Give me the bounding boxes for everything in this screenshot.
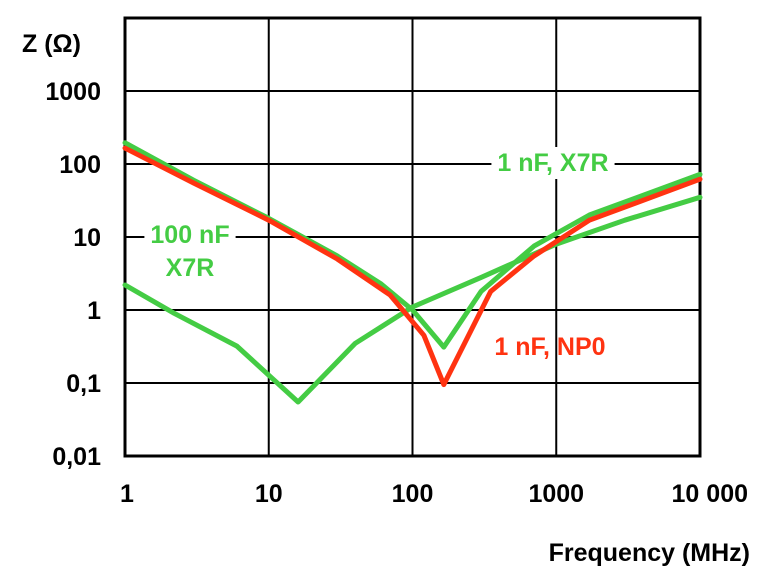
series-line-2 [122,145,703,388]
series-label-background [491,147,615,179]
y-tick-label: 0,01 [52,443,101,471]
y-tick-label: 0,1 [66,370,101,398]
series-label-text: 1 nF, NP0 [494,333,605,361]
series-label-text: X7R [166,254,215,282]
y-tick-label: 1000 [45,78,101,106]
y-tick-label: 1 [87,297,101,325]
series-label-text: 1 nF, X7R [497,149,608,177]
series-label-background [159,252,221,284]
y-tick-label: 10 [73,224,101,252]
x-tick-label: 1 [120,480,134,508]
plot-frame [123,16,702,458]
y-tick-label: 100 [59,151,101,179]
series-labels: 100 nF X7R 1 nF, X7R 1 nF, NP0 [144,147,615,361]
y-axis-label: Z (Ω) [22,30,81,58]
x-tick-label: 100 [392,480,434,508]
x-tick-label: 1000 [528,480,584,508]
x-tick-label: 10 000 [672,480,748,508]
series-label-0: 100 nF X7R [144,219,236,284]
series-label-2: 1 nF, NP0 [494,333,605,361]
x-tick-label: 10 [255,480,283,508]
series-layer [122,140,703,405]
x-tick-labels: 1 10 100 1000 10 000 [120,480,748,508]
x-axis-label: Frequency (MHz) [549,539,750,567]
series-label-text: 100 nF [150,221,229,249]
y-tick-labels: 0,01 0,1 1 10 100 1000 [45,78,101,471]
series-line-0 [122,194,703,405]
series-label-background [144,219,236,251]
series-label-1: 1 nF, X7R [491,147,615,179]
